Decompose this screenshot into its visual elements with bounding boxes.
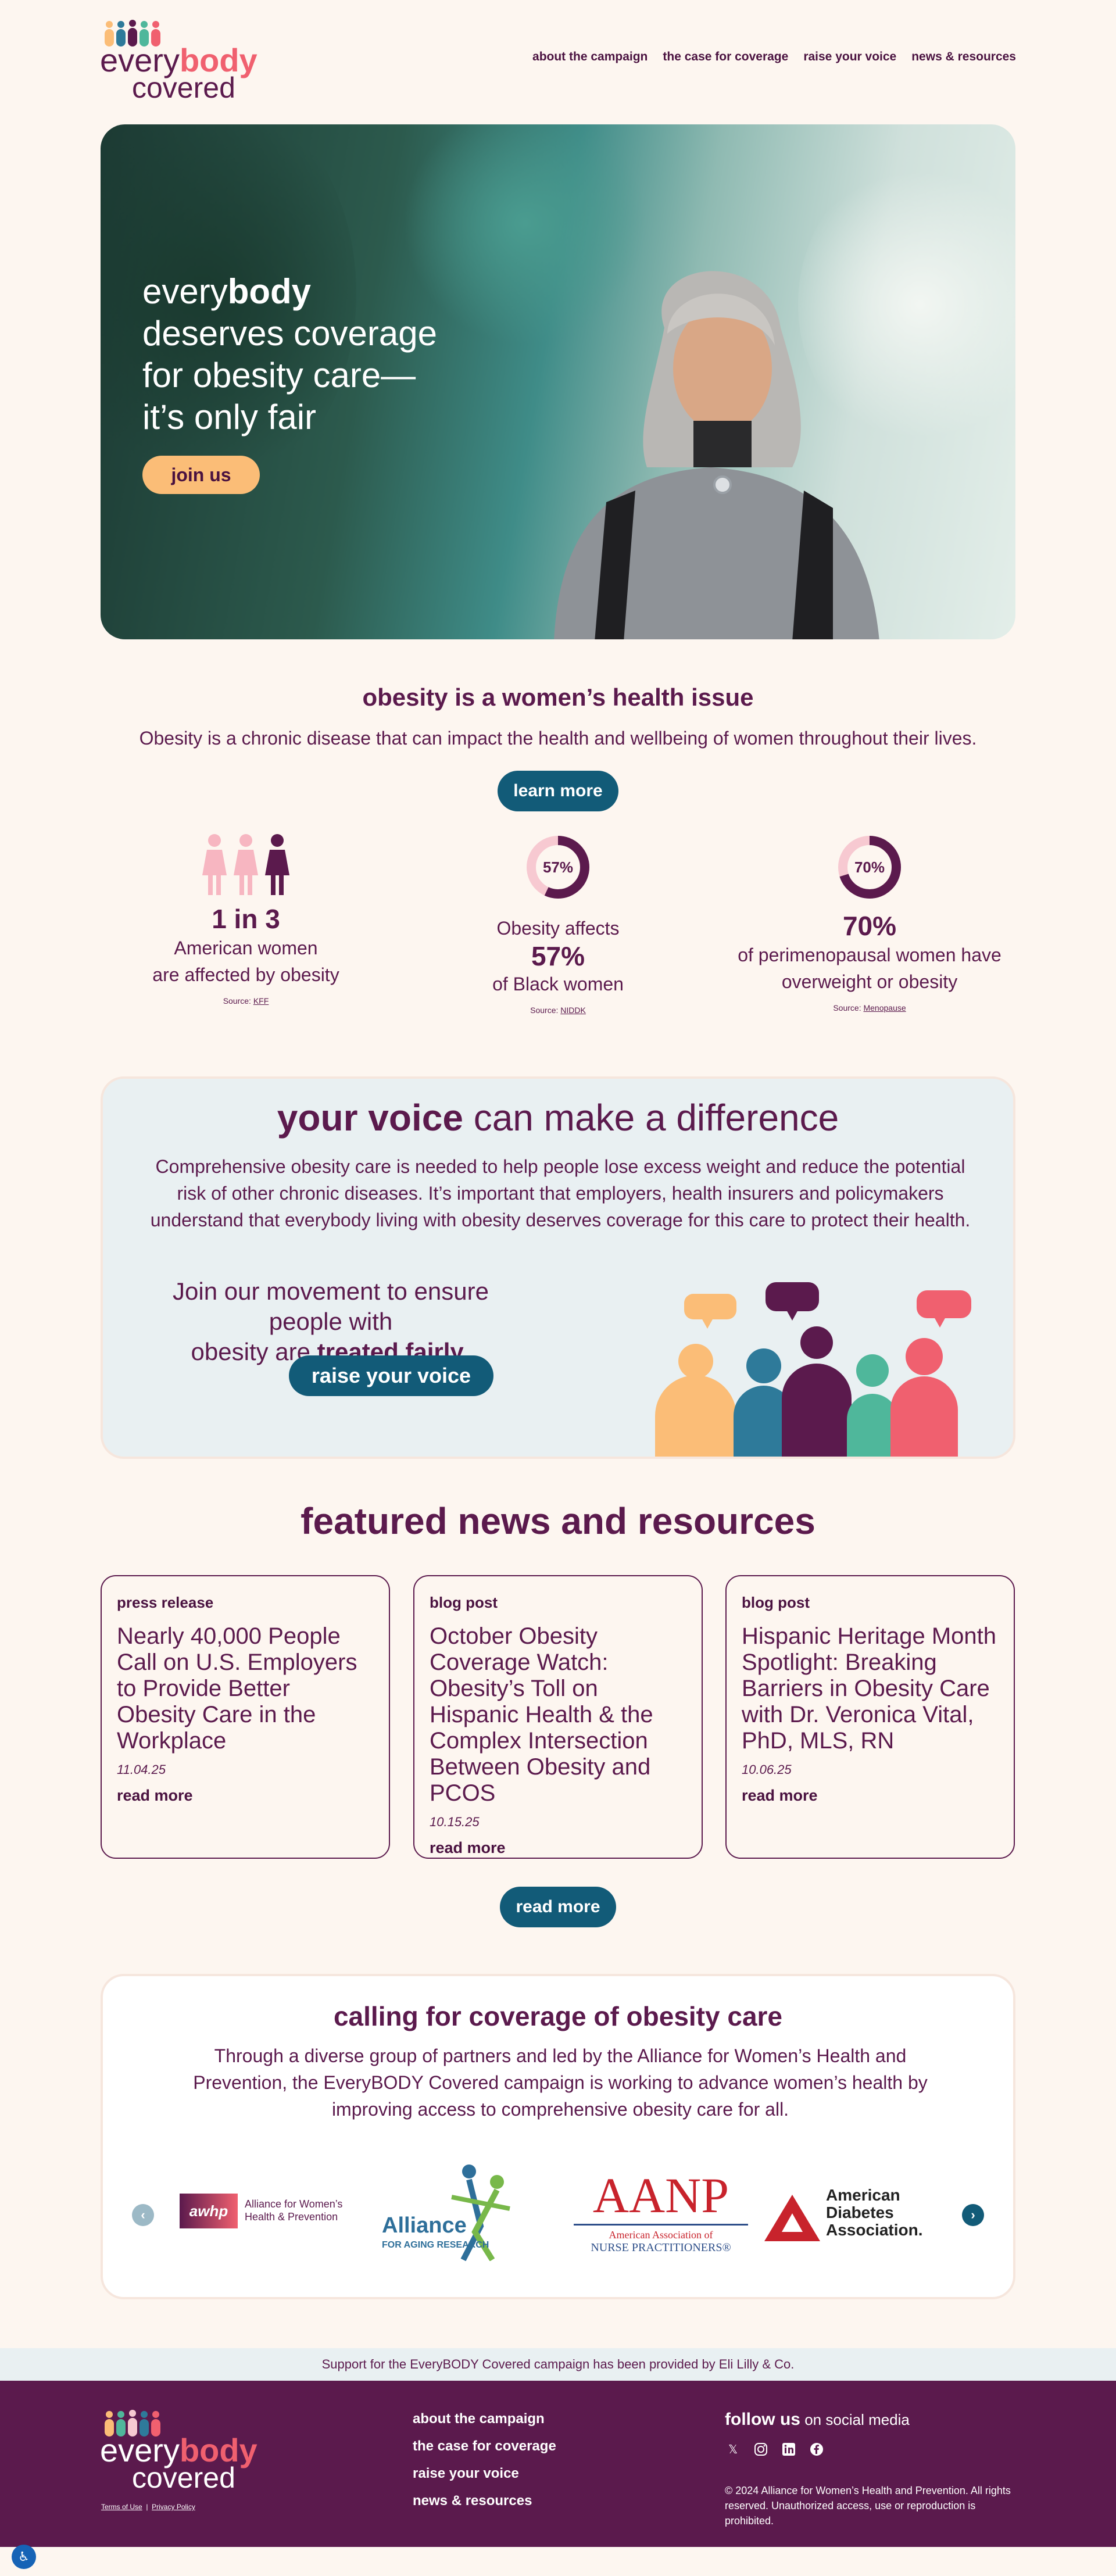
footer-nav: about the campaign the case for coverage… bbox=[413, 2411, 556, 2520]
stat-source: Source: Menopause bbox=[833, 1003, 906, 1012]
instagram-icon[interactable] bbox=[753, 2441, 769, 2457]
donut-57-icon: 57% bbox=[527, 836, 589, 899]
stat-value: 70% bbox=[842, 911, 897, 941]
partner-logo-aanp[interactable]: AANP American Association of NURSE PRACT… bbox=[568, 2170, 754, 2257]
carousel-prev-button[interactable]: ‹ bbox=[132, 2204, 154, 2226]
nav-about[interactable]: about the campaign bbox=[532, 50, 648, 63]
card-type: blog post bbox=[430, 1594, 498, 1611]
card-date: 10.06.25 bbox=[742, 1762, 792, 1777]
social-links: 𝕏 bbox=[725, 2441, 825, 2457]
nav-raise[interactable]: raise your voice bbox=[803, 50, 897, 63]
card-read-more-link[interactable]: read more bbox=[117, 1787, 193, 1804]
card-headline[interactable]: October Obesity Coverage Watch: Obesity’… bbox=[430, 1623, 653, 1806]
card-read-more-link[interactable]: read more bbox=[742, 1787, 818, 1804]
voice-join-text: Join our movement to ensure people with … bbox=[173, 1278, 489, 1365]
site-logo[interactable]: everybody covered bbox=[100, 20, 274, 104]
calling-body: Through a diverse group of partners and … bbox=[193, 2045, 928, 2120]
join-us-button[interactable]: join us bbox=[142, 456, 260, 494]
stat-text: American women bbox=[174, 938, 318, 958]
donut-70-icon: 70% bbox=[838, 836, 901, 899]
accessibility-icon[interactable]: ♿ bbox=[12, 2545, 36, 2569]
stat-source: Source: KFF bbox=[223, 996, 269, 1006]
stat-value: 1 in 3 bbox=[212, 904, 280, 934]
stat-text: Obesity affects bbox=[496, 918, 620, 939]
stat-text: are affected by obesity bbox=[152, 964, 339, 985]
footer-link-about[interactable]: about the campaign bbox=[413, 2411, 545, 2427]
stat-perimenopausal: 70% of perimenopausal women have overwei… bbox=[718, 910, 1021, 1012]
logo-figures-icon bbox=[105, 20, 160, 46]
card-headline[interactable]: Nearly 40,000 People Call on U.S. Employ… bbox=[117, 1623, 357, 1754]
source-link[interactable]: Menopause bbox=[863, 1003, 906, 1012]
alliance-figure-icon bbox=[451, 2164, 510, 2261]
partner-logo-awhp[interactable]: awhp Alliance for Women’s Health & Preve… bbox=[180, 2187, 360, 2233]
main-nav: about the campaign the case for coverage… bbox=[532, 50, 1016, 64]
news-title: featured news and resources bbox=[301, 1500, 815, 1542]
voice-title: your voice can make a difference bbox=[277, 1097, 839, 1139]
learn-more-button[interactable]: learn more bbox=[498, 771, 618, 811]
issue-title: obesity is a women’s health issue bbox=[362, 684, 754, 711]
partner-logo-alliance-aging[interactable]: Alliance FOR AGING RESEARCH bbox=[382, 2160, 539, 2264]
svg-text:57%: 57% bbox=[543, 858, 573, 876]
card-headline[interactable]: Hispanic Heritage Month Spotlight: Break… bbox=[742, 1623, 996, 1754]
site-footer: everybody covered Terms of Use | Privacy… bbox=[0, 2381, 1116, 2547]
carousel-next-button[interactable]: › bbox=[962, 2204, 984, 2226]
footer-legal-links: Terms of Use | Privacy Policy bbox=[101, 2503, 195, 2511]
x-icon[interactable]: 𝕏 bbox=[728, 2443, 738, 2456]
privacy-link[interactable]: Privacy Policy bbox=[152, 2503, 195, 2511]
hero-heading: everybody deserves coverage for obesity … bbox=[142, 272, 437, 437]
partners-panel: calling for coverage of obesity care Thr… bbox=[101, 1974, 1015, 2299]
stat-text: of Black women bbox=[492, 974, 624, 994]
card-date: 11.04.25 bbox=[117, 1762, 166, 1777]
footer-link-case[interactable]: the case for coverage bbox=[413, 2438, 556, 2454]
follow-heading: follow us on social media bbox=[725, 2410, 910, 2429]
linkedin-icon[interactable] bbox=[781, 2441, 797, 2457]
raise-your-voice-button[interactable]: raise your voice bbox=[289, 1355, 493, 1396]
stat-value: 57% bbox=[531, 941, 585, 971]
news-card[interactable]: press release Nearly 40,000 People Call … bbox=[101, 1575, 390, 1859]
source-link[interactable]: NIDDK bbox=[560, 1006, 586, 1015]
read-more-button[interactable]: read more bbox=[500, 1887, 616, 1927]
svg-text:70%: 70% bbox=[854, 858, 885, 876]
logo-wordmark: everybody bbox=[100, 2432, 257, 2468]
issue-subtitle: Obesity is a chronic disease that can im… bbox=[139, 728, 977, 749]
stat-text: of perimenopausal women have bbox=[738, 944, 1001, 965]
stat-text: overweight or obesity bbox=[781, 971, 958, 992]
partner-logo-ada[interactable]: American Diabetes Association. bbox=[764, 2187, 950, 2245]
stat-black-women: Obesity affects 57% of Black women Sourc… bbox=[448, 915, 668, 1015]
card-read-more-link[interactable]: read more bbox=[430, 1839, 506, 1856]
ada-triangle-icon bbox=[764, 2195, 820, 2241]
voice-body: Comprehensive obesity care is needed to … bbox=[150, 1156, 971, 1230]
logo-wordmark: everybody bbox=[100, 42, 257, 78]
footer-link-raise[interactable]: raise your voice bbox=[413, 2466, 519, 2481]
footer-link-news[interactable]: news & resources bbox=[413, 2493, 532, 2509]
nav-case[interactable]: the case for coverage bbox=[663, 50, 789, 63]
site-header: everybody covered about the campaign the… bbox=[0, 0, 1116, 116]
your-voice-panel: your voice can make a difference Compreh… bbox=[101, 1076, 1015, 1459]
hero-banner: everybody deserves coverage for obesity … bbox=[101, 124, 1015, 639]
calling-title: calling for coverage of obesity care bbox=[333, 2001, 783, 2031]
stat-source: Source: NIDDK bbox=[530, 1006, 586, 1015]
logo-covered: covered bbox=[132, 71, 235, 104]
hero-woman-photo bbox=[554, 271, 879, 639]
footer-logo[interactable]: everybody covered bbox=[100, 2410, 274, 2494]
women-figures-icon bbox=[202, 834, 289, 895]
source-link[interactable]: KFF bbox=[253, 996, 269, 1006]
nav-news[interactable]: news & resources bbox=[911, 50, 1016, 63]
card-type: press release bbox=[117, 1594, 214, 1611]
copyright: © 2024 Alliance for Women’s Health and P… bbox=[725, 2485, 1011, 2527]
support-bar: Support for the EveryBODY Covered campai… bbox=[0, 2348, 1116, 2381]
card-date: 10.15.25 bbox=[430, 1815, 480, 1829]
card-type: blog post bbox=[742, 1594, 810, 1611]
stat-one-in-three: 1 in 3 American women are affected by ob… bbox=[138, 903, 353, 1006]
facebook-icon[interactable] bbox=[809, 2441, 825, 2457]
logo-covered: covered bbox=[132, 2461, 235, 2494]
news-card[interactable]: blog post Hispanic Heritage Month Spotli… bbox=[725, 1575, 1015, 1859]
news-card[interactable]: blog post October Obesity Coverage Watch… bbox=[413, 1575, 703, 1859]
terms-link[interactable]: Terms of Use bbox=[101, 2503, 142, 2511]
logo-figures-icon bbox=[105, 2410, 160, 2437]
speaking-people-illustration bbox=[655, 1282, 971, 1457]
